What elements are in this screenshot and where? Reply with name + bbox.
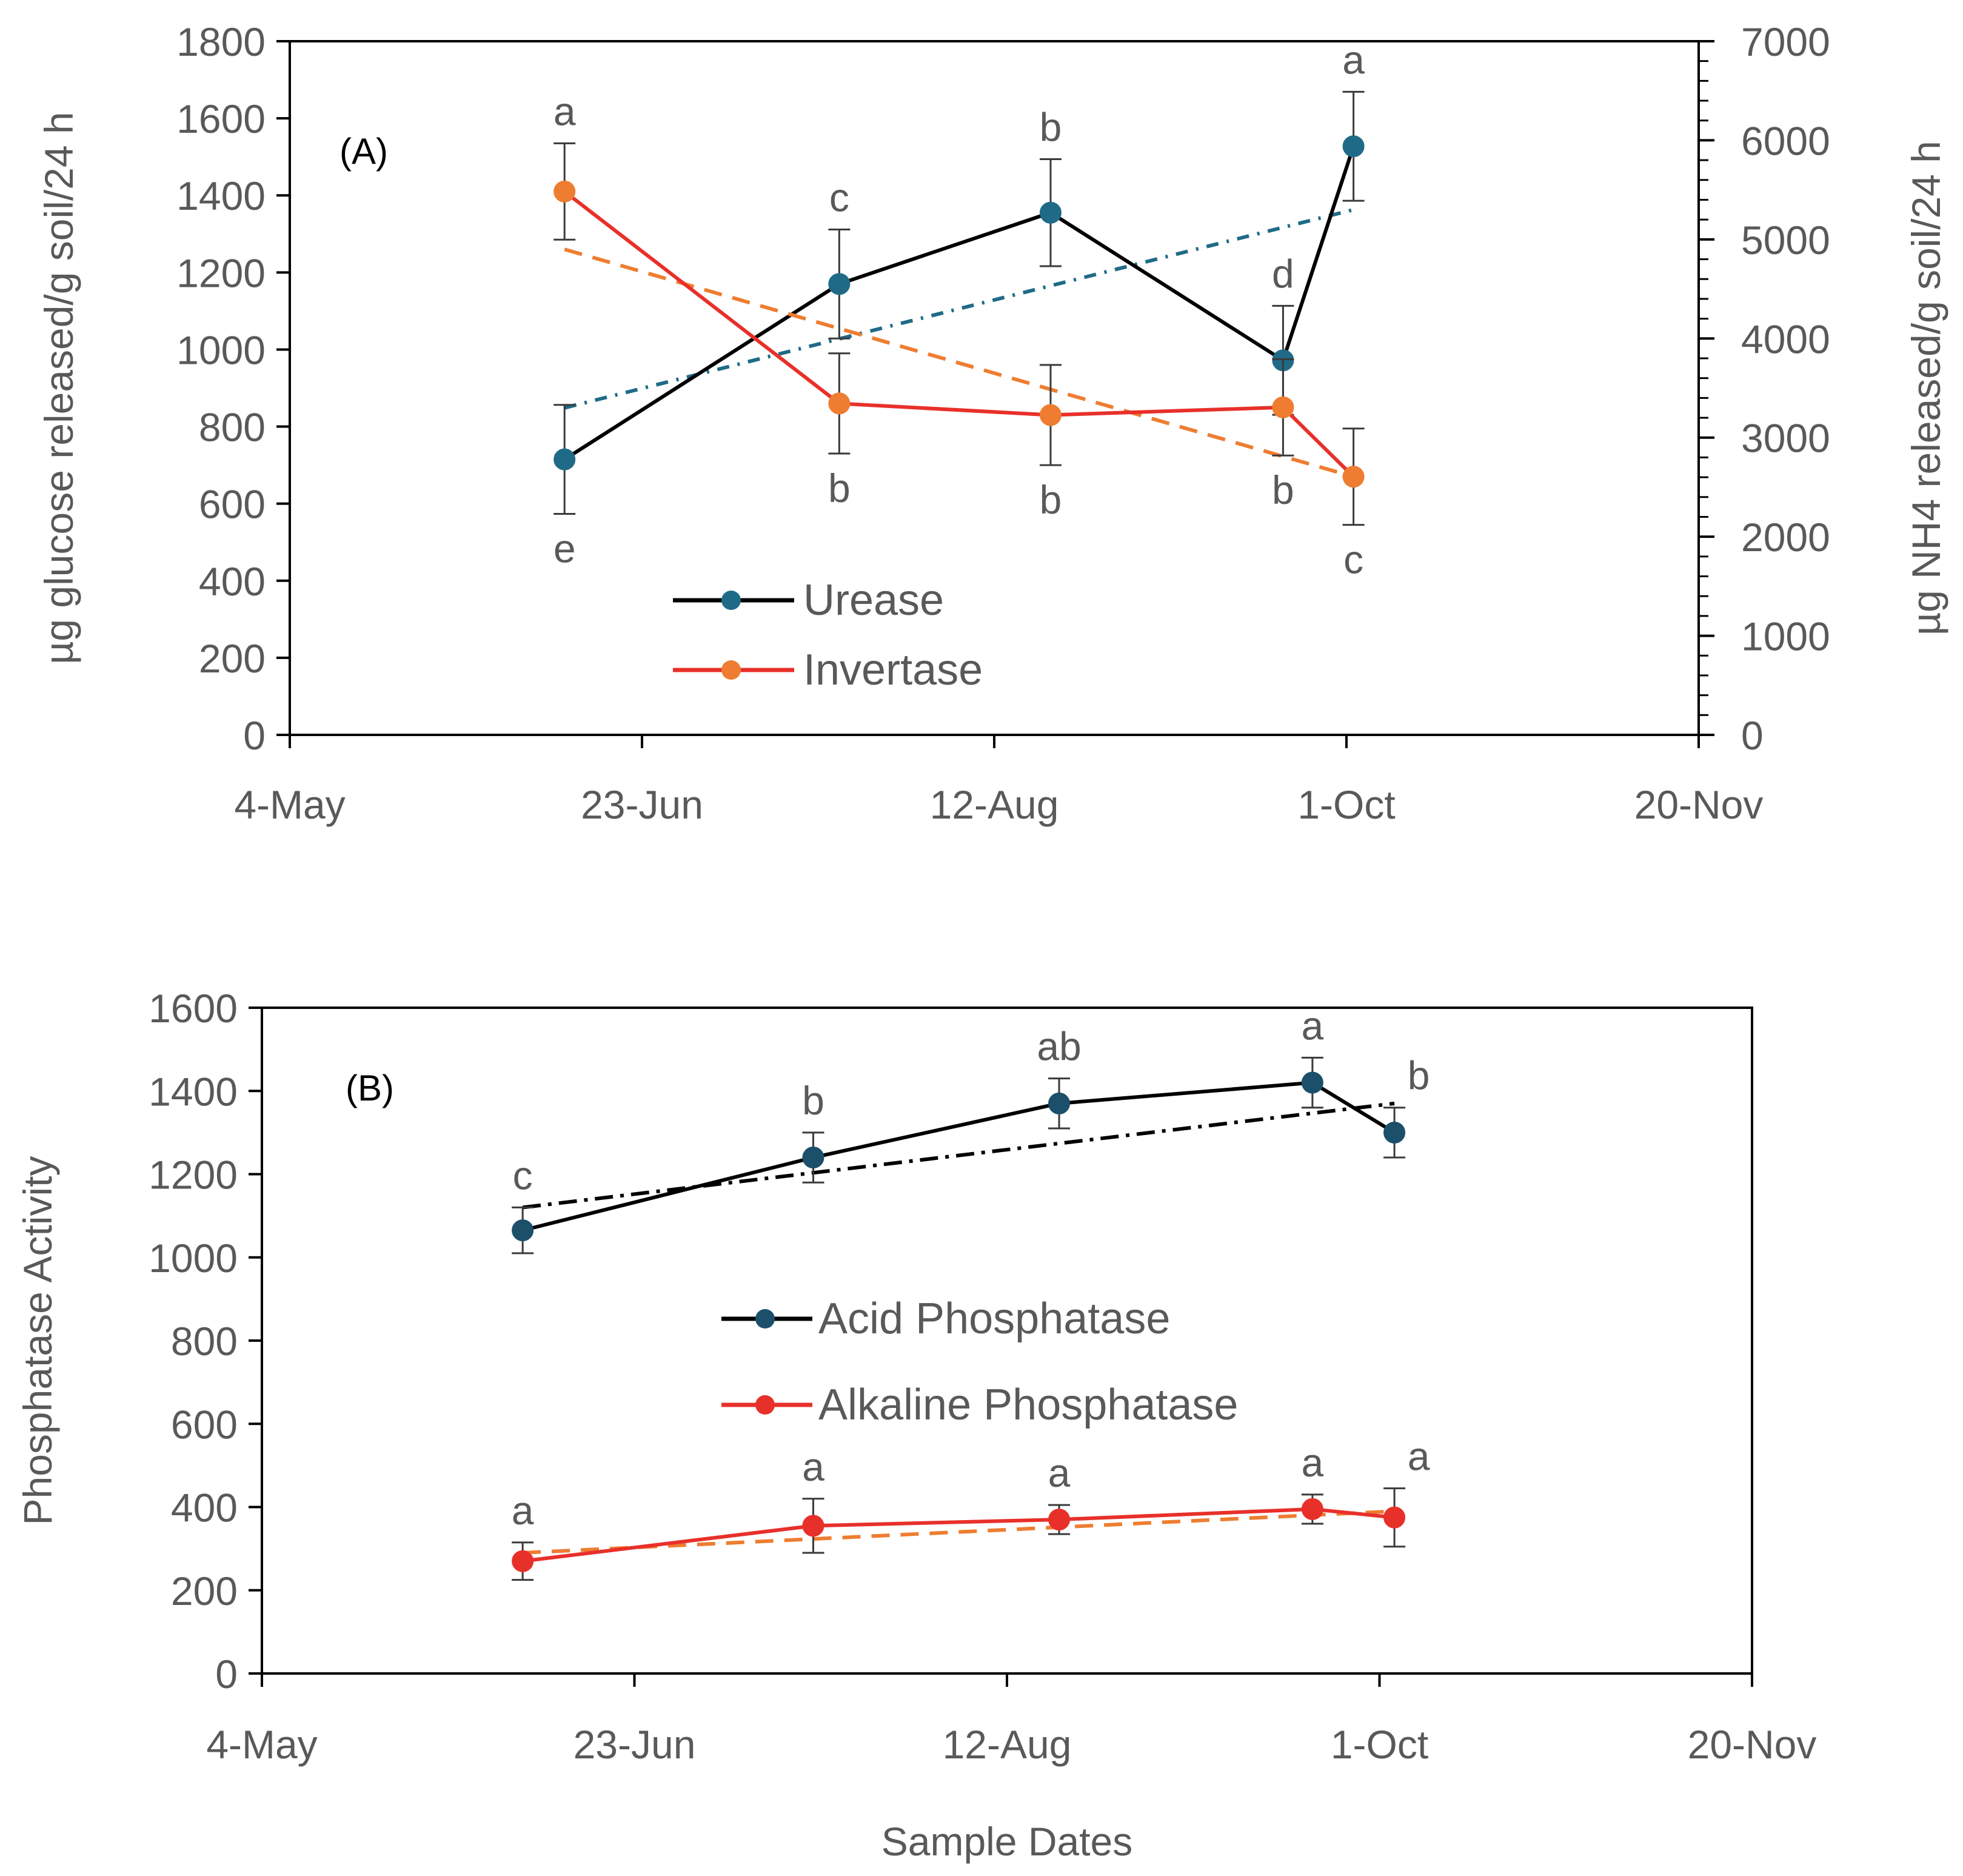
invertase-data-point: [828, 392, 851, 415]
acid-phosphatase-data-point: [512, 1219, 534, 1242]
legend-label: Urease: [803, 576, 944, 625]
x-tick-label: 23-Jun: [581, 782, 703, 827]
legend-label: Alkaline Phosphatase: [818, 1381, 1238, 1429]
urease-significance-letter: b: [1040, 104, 1062, 149]
x-tick-label: 12-Aug: [943, 1722, 1072, 1767]
y2-tick-label: 6000: [1741, 118, 1830, 163]
x-tick-label: 20-Nov: [1634, 782, 1764, 827]
urease-data-point: [828, 273, 851, 295]
x-tick-label: 4-May: [234, 782, 345, 827]
x-tick-label: 20-Nov: [1688, 1722, 1817, 1767]
invertase-data-point: [1039, 404, 1062, 426]
urease-data-point: [1342, 135, 1365, 158]
urease-series-line: [563, 146, 1356, 461]
y-tick-label: 200: [199, 636, 266, 681]
y-tick-label: 1000: [176, 327, 266, 372]
alkaline-phosphatase-significance-letter: a: [1048, 1450, 1071, 1495]
y-tick-label: 400: [171, 1486, 238, 1530]
legend-swatch-marker: [755, 1395, 775, 1415]
invertase-trend-line: [564, 247, 1354, 479]
invertase-significance-letter: b: [828, 466, 851, 511]
urease-trend-line: [564, 207, 1354, 410]
y-tick-label: 0: [215, 1652, 238, 1697]
x-tick-label: 4-May: [206, 1722, 317, 1767]
y-tick-label: 1400: [176, 173, 266, 218]
y-axis-title: Phosphatase Activity: [15, 1156, 60, 1525]
x-tick-label: 1-Oct: [1297, 782, 1395, 827]
alkaline-phosphatase-significance-letter: a: [1302, 1440, 1324, 1485]
y2-tick-label: 0: [1741, 713, 1764, 758]
urease-significance-letter: a: [1342, 37, 1365, 82]
alkaline-phosphatase-data-point: [1301, 1498, 1323, 1520]
invertase-series-line: [563, 190, 1355, 478]
legend-label: Invertase: [803, 646, 983, 694]
alkaline-phosphatase-significance-letter: a: [1408, 1434, 1430, 1479]
invertase-significance-letter: a: [553, 89, 576, 133]
alkaline-phosphatase-data-point: [802, 1515, 824, 1537]
y2-tick-label: 5000: [1741, 218, 1830, 263]
y-tick-label: 1800: [176, 19, 266, 64]
y2-tick-label: 3000: [1741, 416, 1830, 461]
y-axis-title: µg glucose released/g soil/24 h: [36, 112, 81, 664]
acid-phosphatase-significance-letter: b: [802, 1078, 824, 1123]
acid-phosphatase-trend-line: [522, 1101, 1395, 1210]
legend-swatch-marker: [721, 591, 741, 610]
y-tick-label: 200: [171, 1569, 238, 1613]
acid-phosphatase-data-point: [1301, 1071, 1323, 1094]
acid-phosphatase-significance-letter: b: [1408, 1053, 1430, 1098]
urease-data-point: [1039, 201, 1062, 224]
alkaline-phosphatase-data-point: [512, 1550, 534, 1572]
invertase-data-point: [553, 180, 576, 203]
invertase-data-point: [1272, 396, 1294, 418]
acid-phosphatase-significance-letter: ab: [1037, 1024, 1081, 1069]
panel-label: (B): [346, 1068, 394, 1108]
y2-axis-title: µg NH4 released/g soil/24 h: [1904, 141, 1948, 635]
alkaline-phosphatase-significance-letter: a: [512, 1488, 534, 1533]
x-axis-title: Sample Dates: [881, 1819, 1133, 1864]
y-tick-label: 1200: [176, 250, 266, 295]
y-tick-label: 0: [243, 713, 266, 758]
y-tick-label: 1000: [149, 1236, 238, 1281]
panel-label: (A): [339, 131, 388, 172]
x-tick-label: 12-Aug: [930, 782, 1059, 827]
x-tick-label: 1-Oct: [1331, 1722, 1428, 1767]
y-tick-label: 600: [171, 1402, 238, 1447]
y2-tick-label: 2000: [1741, 515, 1830, 560]
legend-swatch-marker: [755, 1309, 775, 1328]
invertase-significance-letter: b: [1040, 477, 1062, 522]
acid-phosphatase-data-point: [1383, 1121, 1406, 1144]
panel-a-chart: 0 200 400 600 800 1000 1200 1400 1600 1800 0 1000 20…: [36, 19, 1948, 827]
x-tick-label: 23-Jun: [574, 1722, 696, 1767]
alkaline-phosphatase-data-point: [1383, 1506, 1406, 1529]
y-tick-label: 800: [171, 1319, 238, 1364]
plot-frame: [289, 40, 1700, 736]
urease-significance-letter: d: [1272, 251, 1294, 296]
y2-tick-label: 1000: [1741, 614, 1830, 659]
legend-swatch-marker: [721, 660, 741, 680]
y-tick-label: 400: [199, 559, 266, 604]
acid-phosphatase-significance-letter: c: [513, 1153, 533, 1198]
y-tick-label: 800: [199, 405, 266, 450]
urease-significance-letter: e: [553, 526, 576, 571]
y2-tick-label: 4000: [1741, 317, 1830, 361]
legend-label: Acid Phosphatase: [818, 1295, 1170, 1343]
y-tick-label: 1600: [176, 96, 266, 141]
y-tick-label: 1400: [149, 1069, 238, 1114]
y-tick-label: 600: [199, 482, 266, 527]
urease-data-point: [553, 448, 576, 471]
acid-phosphatase-data-point: [1048, 1092, 1071, 1114]
acid-phosphatase-significance-letter: a: [1302, 1003, 1324, 1048]
y-tick-label: 1600: [149, 986, 238, 1031]
alkaline-phosphatase-data-point: [1048, 1509, 1071, 1531]
y2-tick-label: 7000: [1741, 19, 1830, 64]
invertase-significance-letter: b: [1272, 467, 1294, 512]
invertase-significance-letter: c: [1343, 537, 1363, 582]
panel-b-chart: 0 200 400 600 800 1000 1200 1400 1600 4-May 23-Jun…: [15, 986, 1816, 1864]
alkaline-phosphatase-significance-letter: a: [802, 1444, 824, 1489]
urease-significance-letter: c: [829, 175, 849, 220]
acid-phosphatase-data-point: [802, 1147, 824, 1169]
y-tick-label: 1200: [149, 1153, 238, 1198]
invertase-data-point: [1342, 466, 1365, 488]
